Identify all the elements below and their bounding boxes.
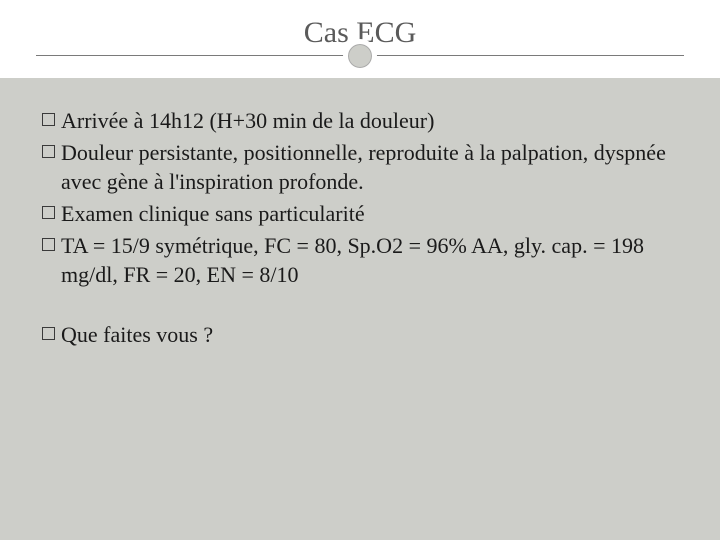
content-area: Arrivée à 14h12 (H+30 min de la douleur)… [0, 78, 720, 350]
square-bullet-icon [42, 238, 55, 251]
bullet-text: Que faites vous ? [61, 320, 213, 350]
list-item: Que faites vous ? [42, 320, 678, 350]
list-item: Arrivée à 14h12 (H+30 min de la douleur) [42, 106, 678, 136]
square-bullet-icon [42, 327, 55, 340]
divider-ring-icon [343, 39, 377, 73]
square-bullet-icon [42, 145, 55, 158]
bullet-text: TA = 15/9 symétrique, FC = 80, Sp.O2 = 9… [61, 231, 678, 290]
bullet-text: Arrivée à 14h12 (H+30 min de la douleur) [61, 106, 434, 136]
slide: Cas ECG Arrivée à 14h12 (H+30 min de la … [0, 0, 720, 540]
spacer [42, 292, 678, 320]
list-item: Examen clinique sans particularité [42, 199, 678, 229]
list-item: TA = 15/9 symétrique, FC = 80, Sp.O2 = 9… [42, 231, 678, 290]
list-item: Douleur persistante, positionnelle, repr… [42, 138, 678, 197]
bullet-text: Examen clinique sans particularité [61, 199, 365, 229]
title-area: Cas ECG [0, 0, 720, 78]
bullet-text: Douleur persistante, positionnelle, repr… [61, 138, 678, 197]
square-bullet-icon [42, 113, 55, 126]
square-bullet-icon [42, 206, 55, 219]
